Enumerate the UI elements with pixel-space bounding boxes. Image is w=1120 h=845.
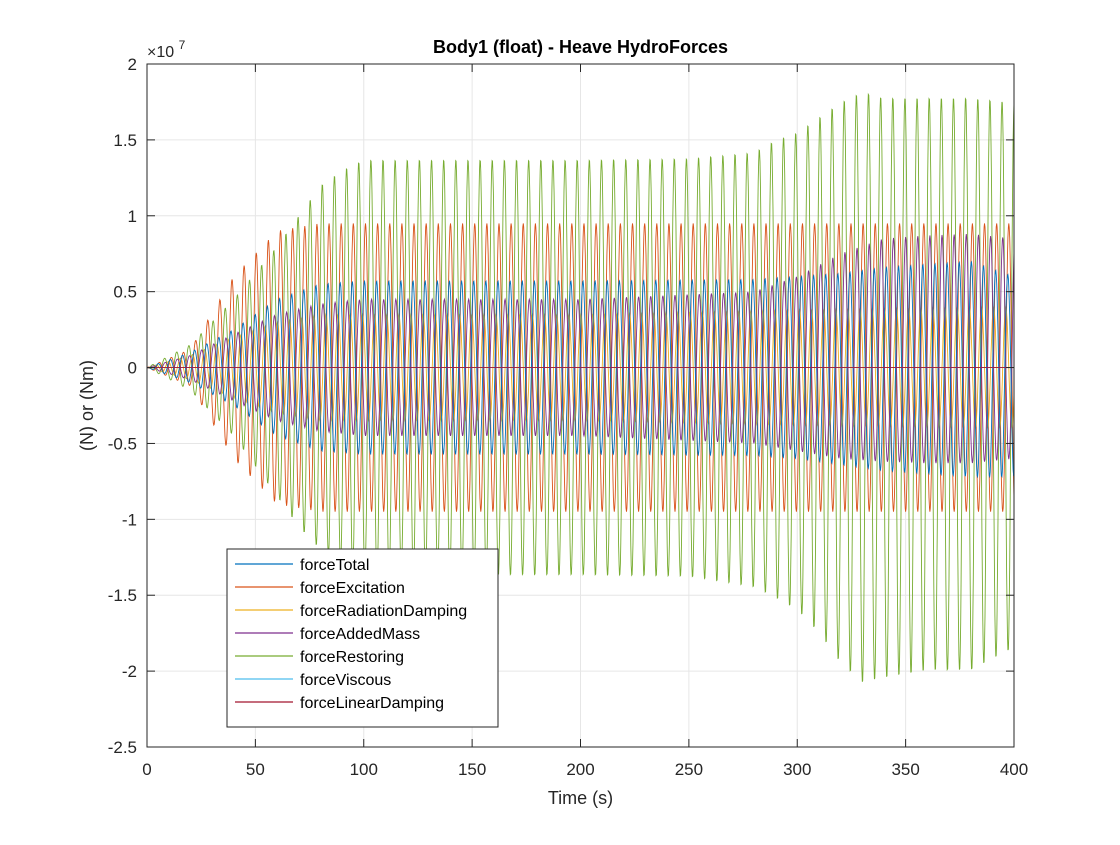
- chart-title: Body1 (float) - Heave HydroForces: [433, 37, 728, 57]
- x-tick-label: 150: [458, 760, 486, 779]
- legend-label-forceLinearDamping: forceLinearDamping: [300, 695, 444, 712]
- x-tick-label: 250: [675, 760, 703, 779]
- x-tick-label: 100: [350, 760, 378, 779]
- series-lines: [146, 92, 1015, 682]
- x-tick-label: 50: [246, 760, 265, 779]
- legend-label-forceExcitation: forceExcitation: [300, 580, 405, 597]
- x-tick-label: 200: [566, 760, 594, 779]
- legend-box: [226, 548, 499, 728]
- legend-label-forceRestoring: forceRestoring: [300, 649, 404, 666]
- y-tick-label: 0.5: [113, 283, 137, 302]
- x-axis-label: Time (s): [548, 788, 613, 808]
- y-axis-label: (N) or (Nm): [77, 360, 97, 451]
- legend-label-forceViscous: forceViscous: [300, 672, 391, 689]
- y-tick-label: -2: [122, 662, 137, 681]
- legend-label-forceRadiationDamping: forceRadiationDamping: [300, 603, 467, 620]
- legend-label-forceAddedMass: forceAddedMass: [300, 626, 420, 643]
- legend: forceTotal forceExcitation forceRadiationD…: [226, 548, 499, 728]
- series-line-forceExcitation: [146, 223, 1015, 512]
- y-tick-label: 1: [128, 207, 137, 226]
- y-tick-label: -0.5: [108, 434, 137, 453]
- series-line-forceRadiationDamping: [147, 305, 1015, 430]
- y-tick-label: 1.5: [113, 131, 137, 150]
- y-tick-label: 0: [128, 359, 137, 378]
- axis-ticks: 0 50 100 150 200 250 300 350 400 -2.5 -2 -1.5 -1 -0.5…: [108, 55, 1028, 779]
- y-axis-exponent-base: ×10: [147, 44, 174, 61]
- y-tick-label: -1: [122, 510, 137, 529]
- y-axis-exponent-power: 7: [179, 38, 186, 52]
- y-axis-exponent: ×10 7: [147, 38, 186, 61]
- x-tick-label: 0: [142, 760, 151, 779]
- x-tick-label: 300: [783, 760, 811, 779]
- y-tick-label: 2: [128, 55, 137, 74]
- y-tick-label: -2.5: [108, 738, 137, 757]
- y-tick-label: -1.5: [108, 586, 137, 605]
- series-line-forceTotal: [146, 260, 1015, 479]
- legend-label-forceTotal: forceTotal: [300, 557, 369, 574]
- x-tick-label: 400: [1000, 760, 1028, 779]
- x-tick-label: 350: [891, 760, 919, 779]
